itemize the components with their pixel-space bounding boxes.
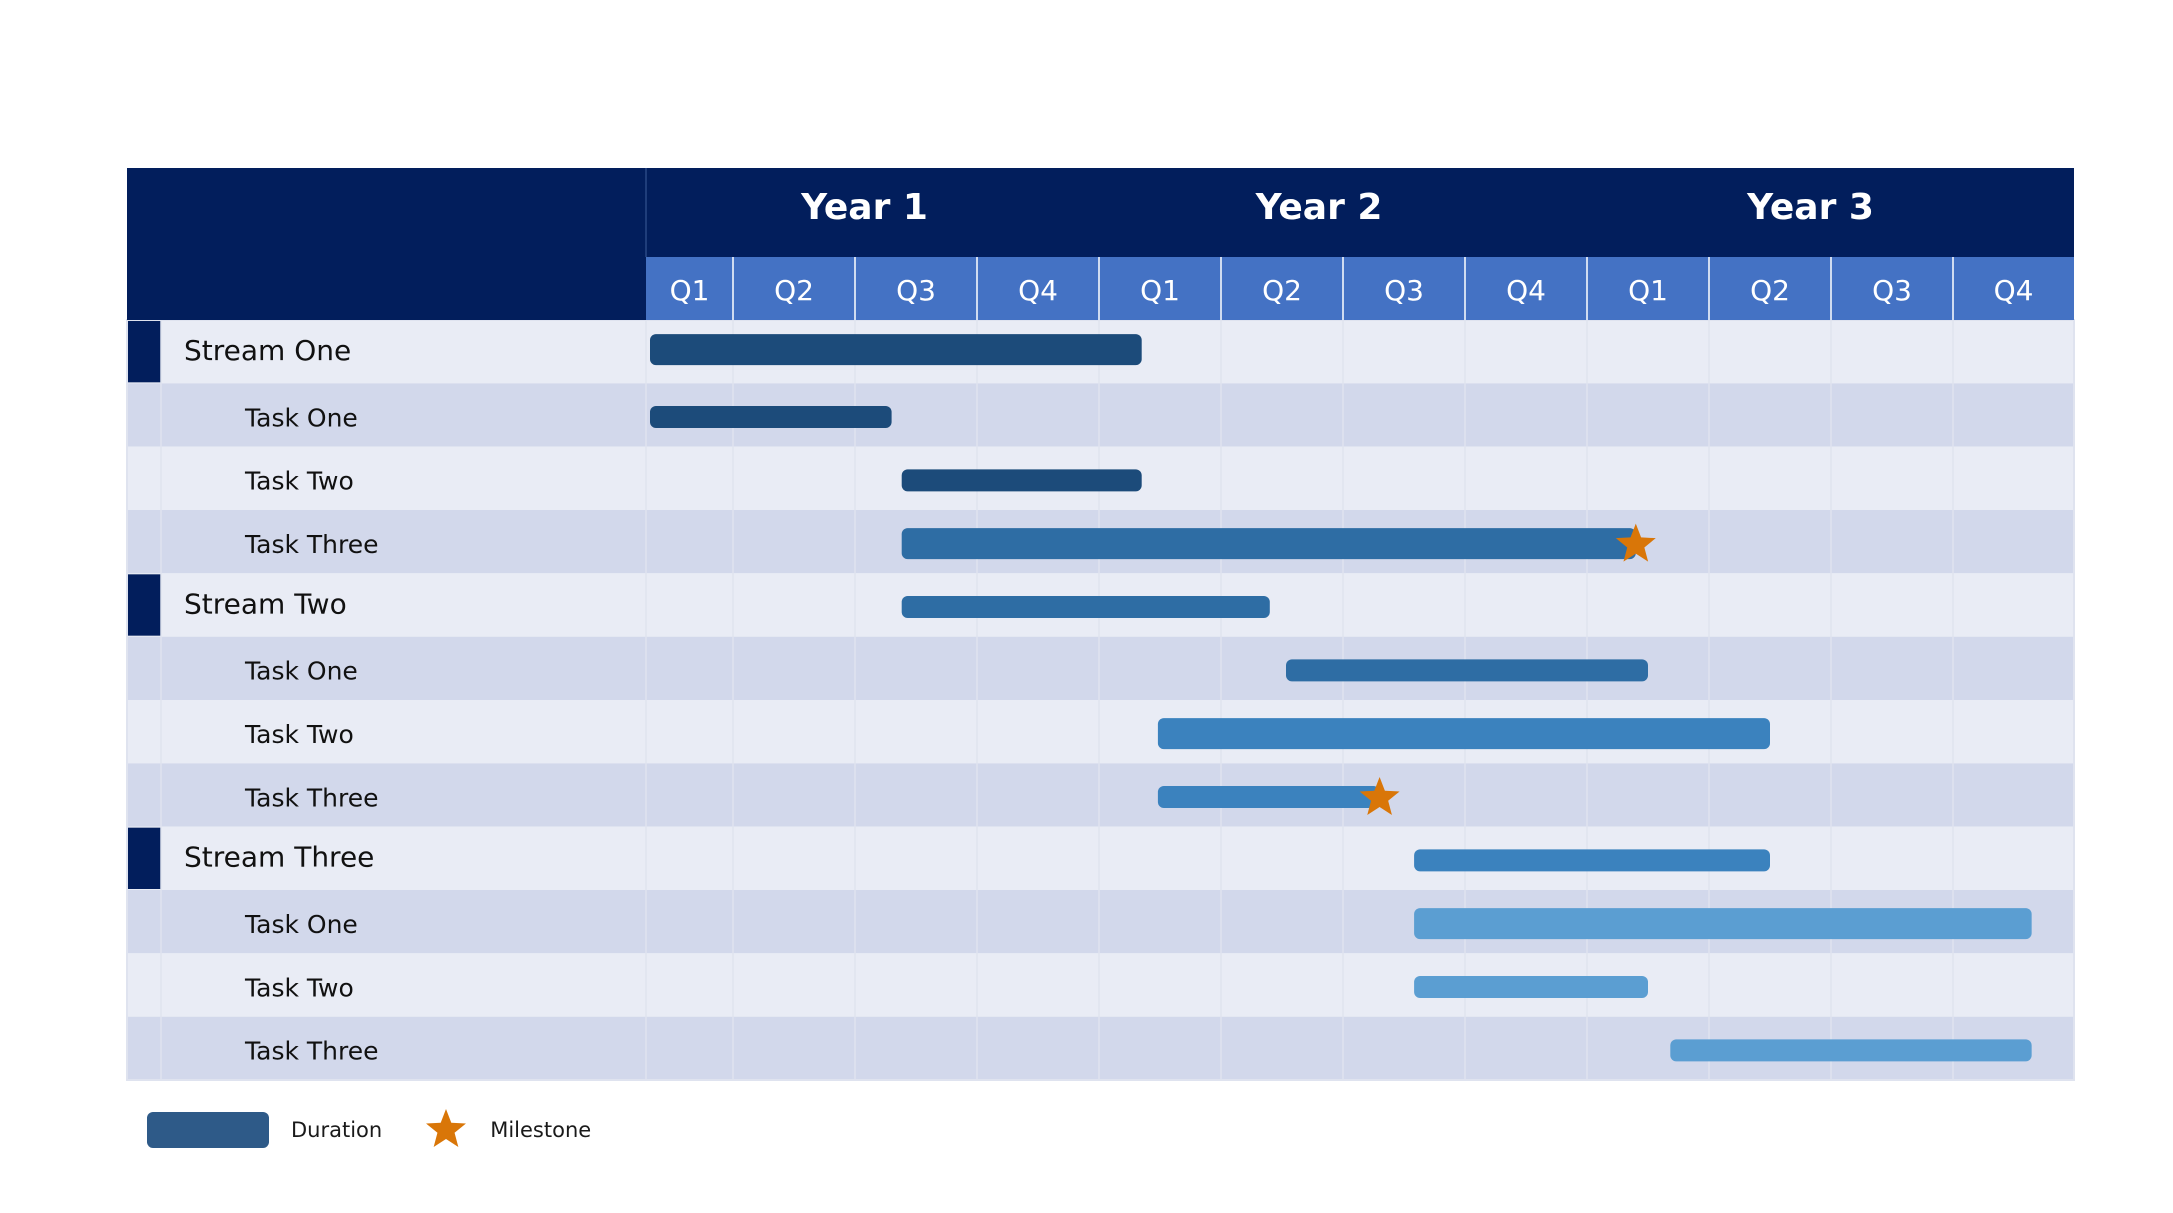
row-background bbox=[127, 763, 2074, 827]
duration-swatch bbox=[147, 1112, 269, 1148]
year-label: Year 1 bbox=[800, 187, 928, 228]
quarter-label: Q3 bbox=[1872, 274, 1912, 307]
stream-label: Stream Three bbox=[184, 841, 374, 874]
quarter-header-background bbox=[646, 257, 2074, 320]
row-backgrounds bbox=[127, 320, 2074, 1080]
quarter-label: Q2 bbox=[774, 274, 814, 307]
quarter-label: Q3 bbox=[1384, 274, 1424, 307]
task-label: Task Three bbox=[244, 530, 379, 559]
task-label: Task One bbox=[244, 657, 358, 686]
quarter-label: Q1 bbox=[1628, 274, 1668, 307]
quarter-gridlines bbox=[126, 319, 2075, 1081]
stream-label: Stream Two bbox=[184, 587, 347, 620]
milestone-star bbox=[1615, 523, 1656, 562]
stream-label: Stream One bbox=[184, 334, 351, 367]
task-duration-bar bbox=[1157, 786, 1380, 808]
stream-marker bbox=[127, 574, 161, 636]
row-background bbox=[127, 383, 2074, 447]
row-background bbox=[127, 953, 2074, 1017]
task-duration-bar bbox=[1286, 659, 1648, 682]
quarter-label: Q2 bbox=[1750, 274, 1790, 307]
task-label: Task Two bbox=[244, 973, 354, 1002]
quarter-label: Q4 bbox=[1018, 274, 1058, 307]
row-background bbox=[127, 700, 2074, 764]
year-label: Year 2 bbox=[1255, 187, 1383, 228]
quarter-label: Q2 bbox=[1262, 274, 1302, 307]
task-duration-bar bbox=[901, 469, 1142, 492]
milestone-star bbox=[1359, 777, 1400, 815]
milestone-legend-label: Milestone bbox=[490, 1118, 592, 1142]
row-labels: Stream One Task One Task Two Task Three Stre… bbox=[184, 334, 379, 1066]
quarter-label: Q1 bbox=[670, 274, 710, 307]
milestones bbox=[1359, 523, 1656, 815]
task-duration-bar bbox=[1414, 908, 2032, 940]
quarter-label: Q1 bbox=[1140, 274, 1180, 307]
task-duration-bar bbox=[1157, 718, 1770, 750]
task-label: Task Two bbox=[244, 720, 354, 749]
quarter-label: Q4 bbox=[1994, 274, 2034, 307]
task-label: Task Three bbox=[244, 1037, 379, 1066]
task-label: Task One bbox=[244, 910, 358, 939]
task-label: Task Three bbox=[244, 783, 379, 812]
star-icon bbox=[424, 1108, 468, 1152]
task-label: Task Two bbox=[244, 467, 354, 496]
timeline-header: Year 1 Year 2 Year 3 Q1 Q2 Q3 Q4 Q1 Q2 Q3 Q4 Q1 Q2 Q3… bbox=[127, 168, 2074, 320]
stream-duration-bar bbox=[650, 334, 1142, 366]
duration-bars bbox=[650, 334, 2032, 1062]
stream-marker bbox=[127, 321, 161, 383]
task-duration-bar bbox=[650, 406, 892, 428]
quarter-label: Q3 bbox=[896, 274, 936, 307]
task-duration-bar bbox=[901, 528, 1636, 560]
stream-duration-bar bbox=[901, 596, 1270, 618]
row-background bbox=[127, 636, 2074, 700]
stream-marker bbox=[127, 827, 161, 889]
task-label: Task One bbox=[244, 403, 358, 432]
quarter-label: Q4 bbox=[1506, 274, 1546, 307]
year-label: Year 3 bbox=[1746, 187, 1874, 228]
legend: Duration Milestone bbox=[147, 1108, 591, 1152]
task-duration-bar bbox=[1670, 1039, 2032, 1062]
row-background bbox=[127, 826, 2074, 890]
task-duration-bar bbox=[1414, 976, 1648, 998]
stream-duration-bar bbox=[1414, 849, 1770, 872]
duration-legend-label: Duration bbox=[291, 1118, 383, 1142]
